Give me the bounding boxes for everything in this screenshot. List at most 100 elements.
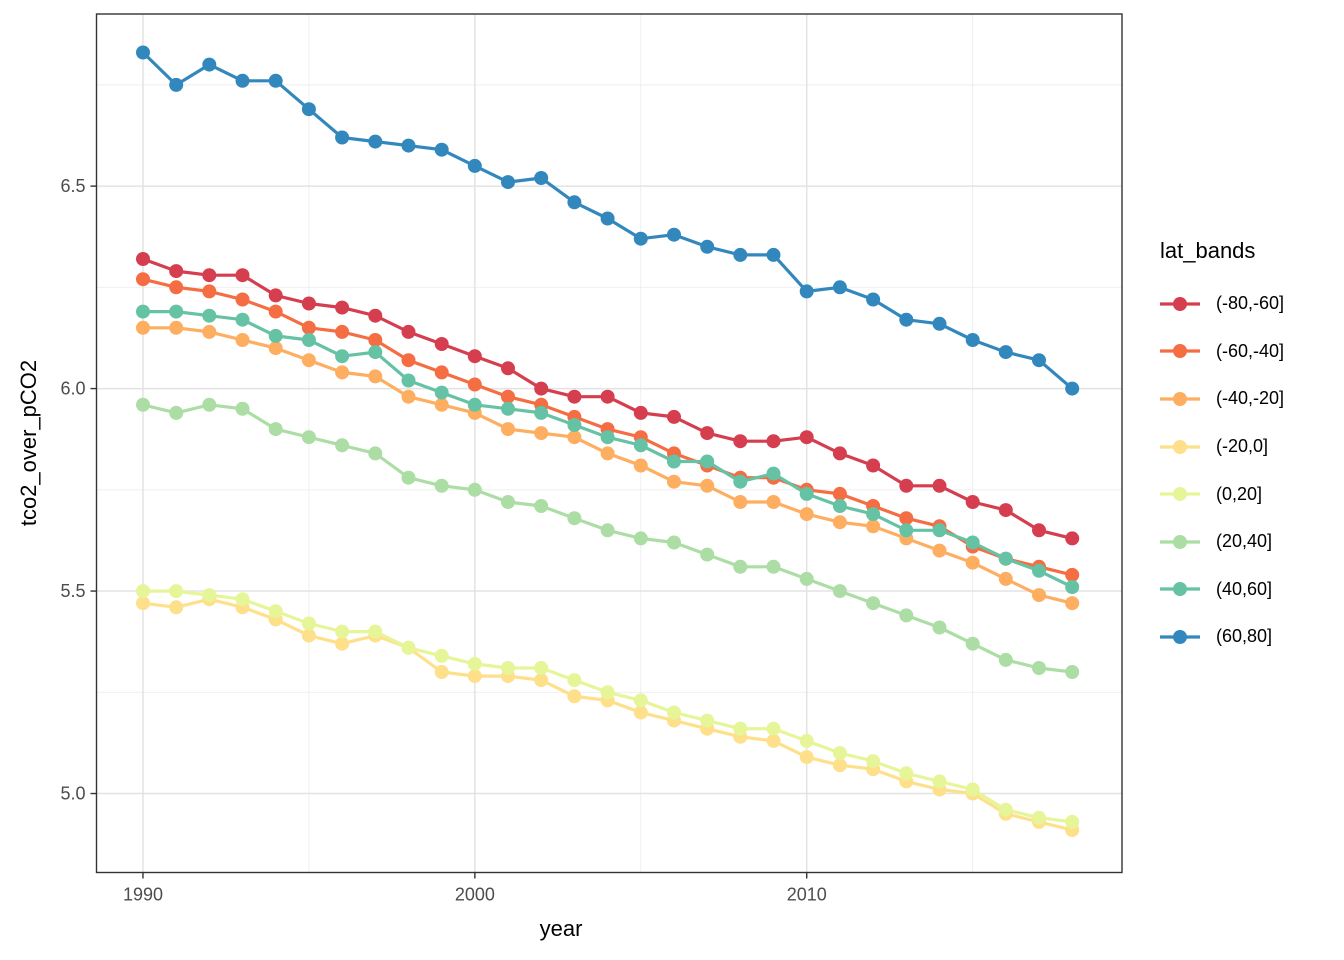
data-point-1996 [335, 438, 350, 453]
data-point-2002 [534, 381, 549, 396]
legend-key-point [1173, 344, 1187, 359]
legend-title: lat_bands [1160, 238, 1256, 263]
data-point-2014 [932, 543, 947, 558]
data-point-2012 [866, 596, 881, 611]
legend-label: (-40,-20] [1216, 388, 1285, 409]
legend-item-40-20: (-40,-20] [1160, 375, 1340, 423]
data-point-1995 [301, 296, 316, 311]
legend-label: (-60,-40] [1216, 340, 1285, 361]
data-point-1994 [268, 304, 283, 319]
data-point-1990 [136, 584, 150, 599]
data-point-2013 [899, 511, 914, 526]
data-point-1998 [401, 353, 416, 368]
legend-key-swatch [1160, 487, 1200, 502]
data-point-2008 [733, 247, 748, 262]
data-point-1994 [268, 422, 283, 437]
legend-key-point [1173, 391, 1187, 406]
data-point-2018 [1065, 531, 1080, 546]
data-point-1992 [202, 284, 217, 299]
data-point-2017 [1032, 810, 1046, 825]
legend-key-swatch [1160, 582, 1200, 597]
data-point-1991 [169, 77, 184, 92]
data-point-2008 [733, 434, 748, 449]
data-point-2011 [832, 584, 847, 599]
data-point-2006 [667, 535, 681, 550]
data-point-1997 [368, 369, 383, 384]
legend-item-80-60: (-80,-60] [1160, 280, 1340, 328]
data-point-2017 [1032, 353, 1046, 368]
legend-key-swatch [1160, 344, 1200, 359]
data-point-2018 [1065, 665, 1080, 679]
data-point-2003 [567, 389, 582, 404]
data-point-2007 [700, 547, 715, 562]
y-tick-label-5.5: 5.5 [60, 581, 85, 601]
legend: lat_bands (-80,-60] (-60,-40] (-40,-20] (-2… [1160, 238, 1340, 661]
data-point-1999 [434, 397, 449, 412]
data-point-1990 [136, 596, 150, 611]
data-point-1992 [202, 397, 217, 412]
legend-key-point [1173, 487, 1187, 502]
data-point-2016 [998, 503, 1013, 518]
data-point-1992 [202, 588, 217, 603]
data-point-2016 [998, 802, 1013, 817]
data-point-2009 [766, 434, 781, 449]
series-60-80 [136, 45, 1080, 396]
data-point-1997 [368, 446, 383, 461]
data-point-2012 [866, 507, 881, 522]
data-point-2017 [1032, 661, 1046, 675]
data-point-2018 [1065, 580, 1080, 594]
data-point-2004 [600, 685, 615, 700]
data-point-2009 [766, 466, 781, 481]
data-point-1995 [301, 628, 316, 643]
data-point-2014 [932, 620, 947, 635]
y-axis-title: tco2_over_pCO2 [16, 359, 41, 527]
data-point-2017 [1032, 523, 1046, 538]
data-point-2011 [832, 758, 847, 773]
data-point-2013 [899, 608, 914, 623]
legend-key-swatch [1160, 534, 1200, 549]
data-point-2010 [799, 571, 814, 586]
data-point-2002 [534, 426, 549, 441]
data-point-1992 [202, 308, 217, 323]
data-point-1993 [235, 312, 250, 327]
legend-label: (-80,-60] [1216, 293, 1285, 314]
data-point-2006 [667, 474, 681, 489]
data-point-1995 [301, 430, 316, 445]
data-point-2003 [567, 418, 582, 432]
data-point-2001 [501, 175, 515, 190]
data-point-2007 [700, 713, 715, 728]
data-point-2006 [667, 227, 681, 242]
data-point-1994 [268, 341, 283, 356]
data-point-2011 [832, 486, 847, 501]
data-point-2001 [501, 401, 515, 416]
data-point-1991 [169, 405, 184, 420]
data-point-2001 [501, 661, 515, 675]
data-point-2018 [1065, 596, 1080, 611]
data-point-1991 [169, 584, 184, 599]
data-point-2000 [467, 656, 482, 671]
data-point-2005 [633, 458, 648, 473]
data-point-2007 [700, 426, 715, 441]
data-point-1993 [235, 592, 250, 607]
data-point-2002 [534, 661, 549, 675]
data-point-1997 [368, 308, 383, 323]
data-point-2011 [832, 515, 847, 530]
data-point-1994 [268, 328, 283, 343]
data-point-2017 [1032, 563, 1046, 578]
data-point-2000 [467, 482, 482, 497]
data-point-2003 [567, 430, 582, 445]
legend-key-point [1173, 439, 1187, 454]
data-point-2004 [600, 430, 615, 445]
data-point-1993 [235, 333, 250, 347]
legend-label: (60,80] [1216, 626, 1273, 647]
data-point-1995 [301, 102, 316, 117]
data-point-2014 [932, 774, 947, 789]
data-point-2015 [965, 495, 980, 509]
data-point-2010 [799, 507, 814, 522]
legend-item-20-0: (-20,0] [1160, 423, 1340, 471]
data-point-2005 [633, 705, 648, 720]
series-80-60 [136, 252, 1080, 546]
data-point-1999 [434, 365, 449, 380]
data-point-2008 [733, 495, 748, 509]
data-point-2015 [965, 782, 980, 797]
